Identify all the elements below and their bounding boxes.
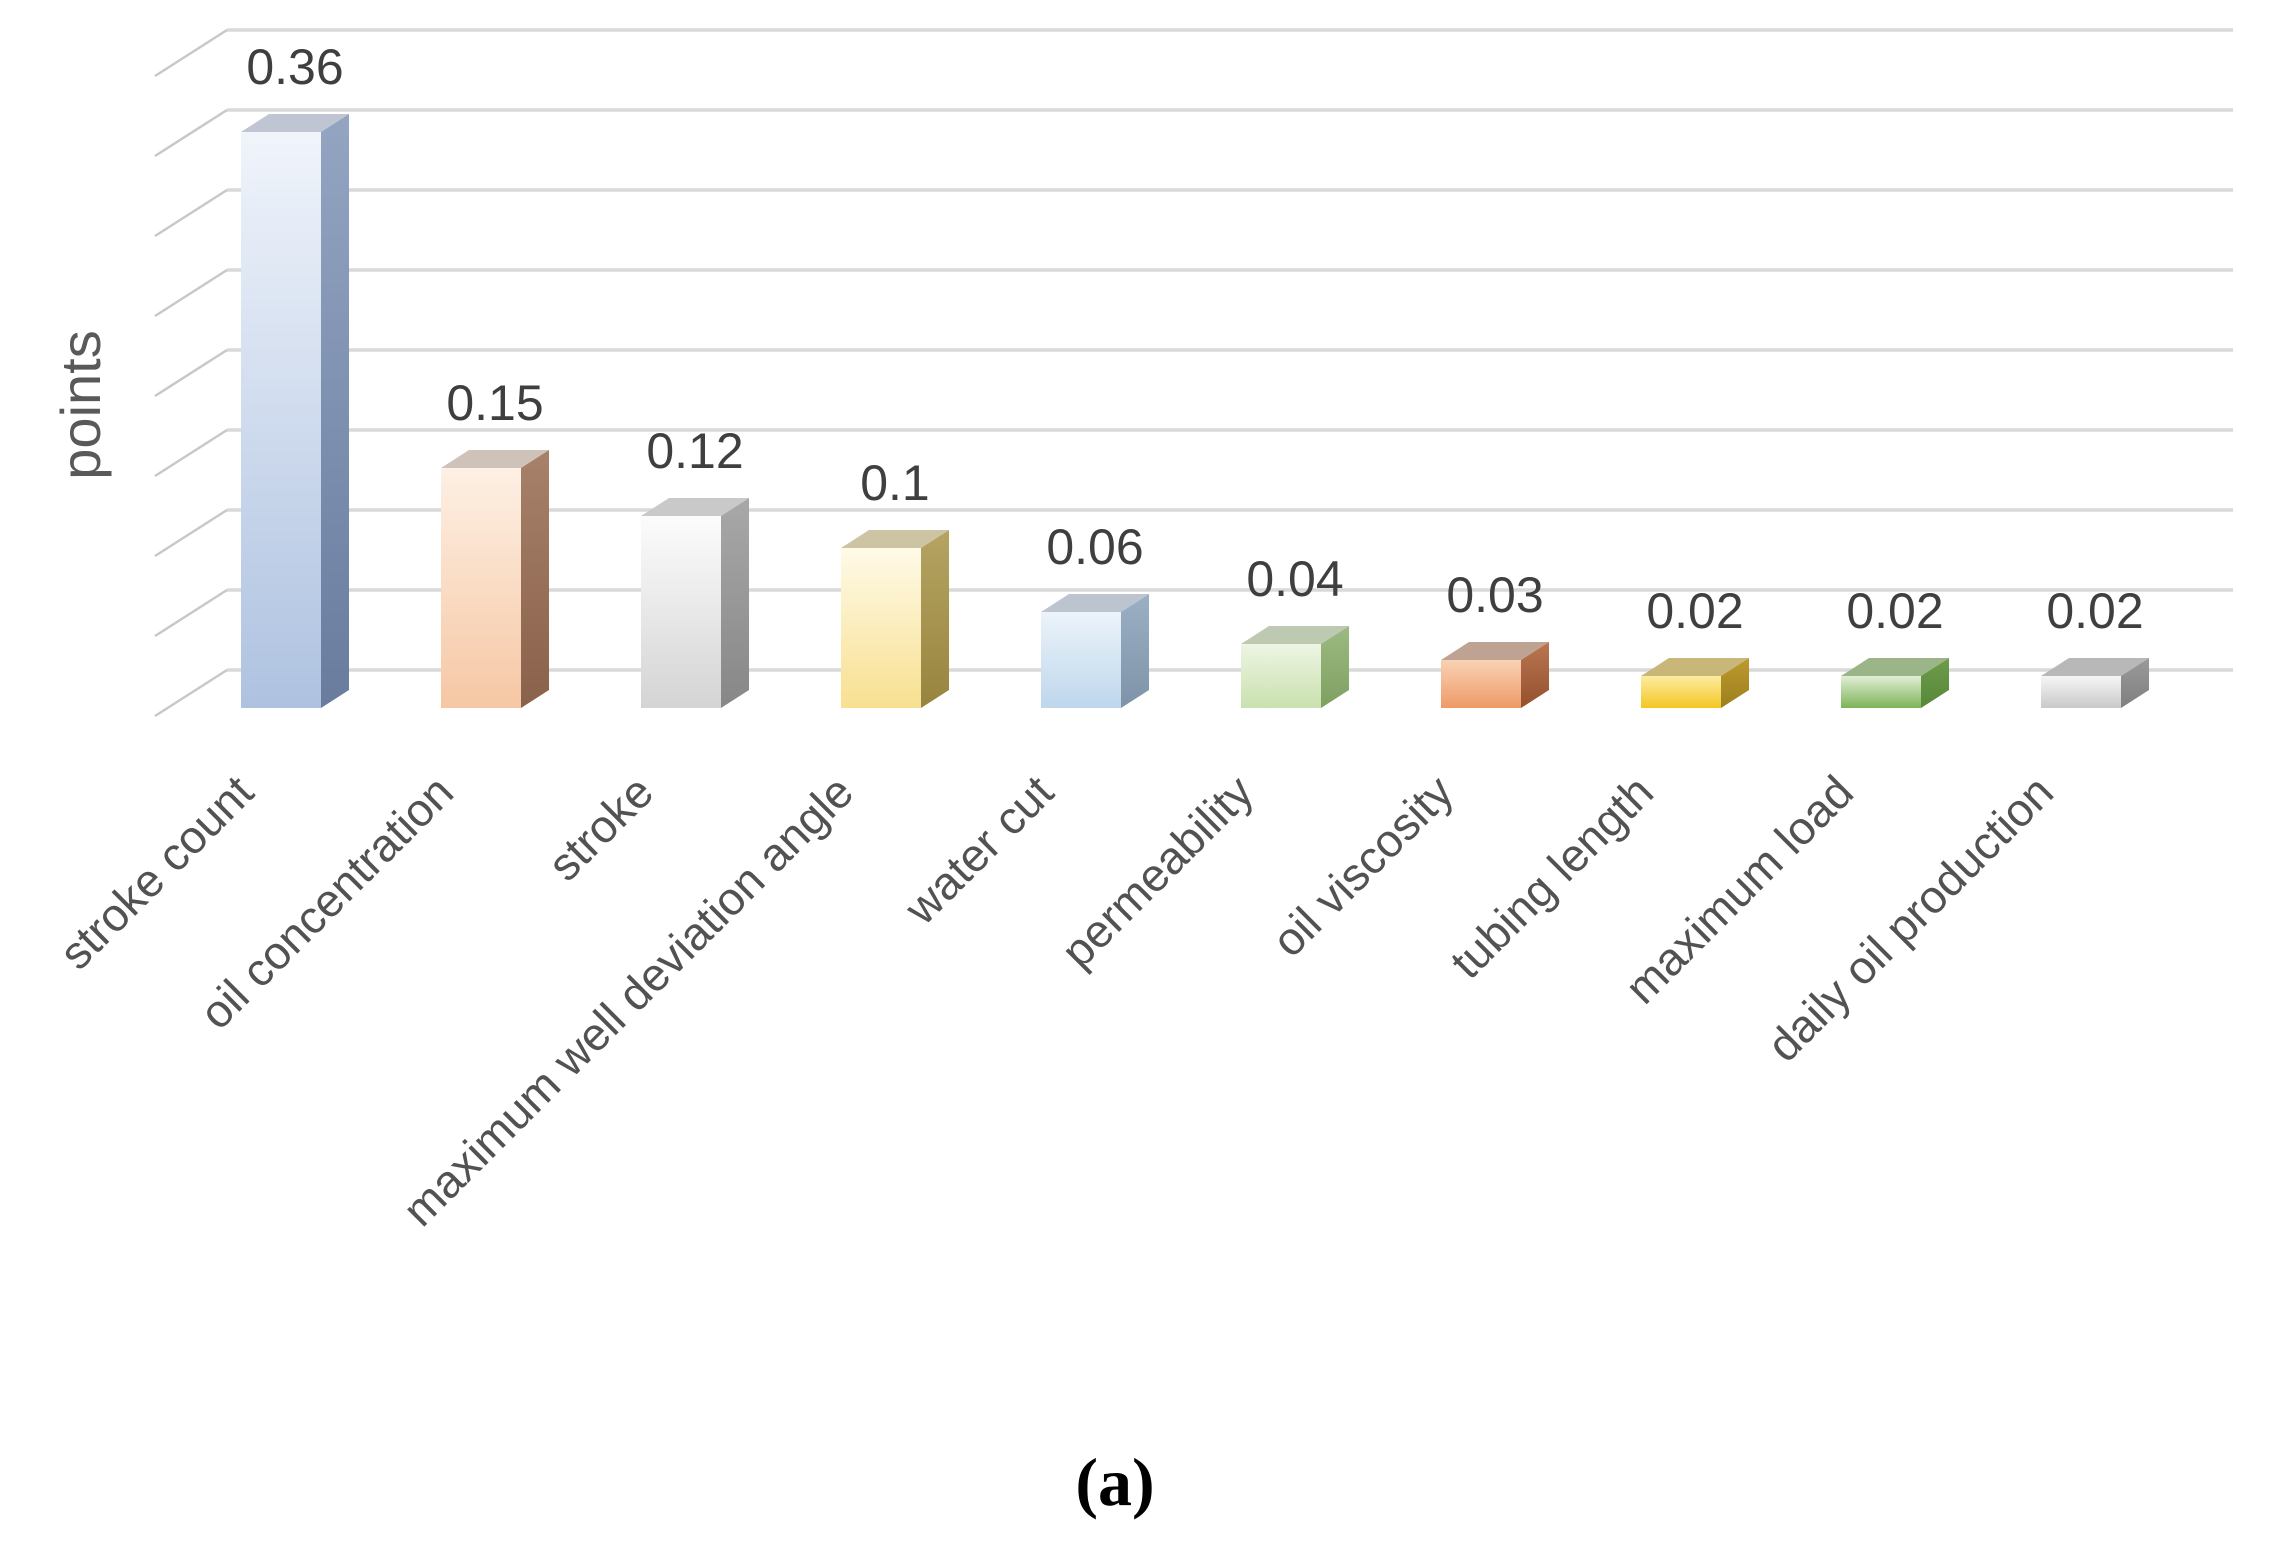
category-label-oil-viscosity: oil viscosity: [1262, 765, 1463, 966]
value-labels: 0.36 0.15 0.12 0.1 0.06 0.04 0.03 0.02 0.02 0.02: [246, 39, 2143, 639]
bar-maximum-load: [1841, 658, 1949, 708]
category-label-permeability: permeability: [1051, 765, 1263, 977]
bar-front-face: [1241, 644, 1321, 708]
value-label-permeability: 0.04: [1246, 551, 1343, 607]
bar-front-face: [1041, 612, 1121, 708]
value-label-water-cut: 0.06: [1046, 519, 1143, 575]
bar-front-face: [841, 548, 921, 708]
bar-front-face: [441, 468, 521, 708]
gridlines: [154, 28, 2233, 718]
bar-stroke: [641, 498, 749, 708]
bar-tubing-length: [1641, 658, 1749, 708]
bar-top-face: [641, 498, 749, 516]
bar-top-face: [1841, 658, 1949, 676]
bar-oil-viscosity: [1441, 642, 1549, 708]
axis-tick: [154, 508, 228, 558]
value-label-tubing-length: 0.02: [1646, 583, 1743, 639]
bar-side-face: [1721, 658, 1749, 708]
axis-tick: [154, 268, 228, 318]
value-label-daily-oil-production: 0.02: [2046, 583, 2143, 639]
bar-daily-oil-production: [2041, 658, 2149, 708]
bar-top-face: [2041, 658, 2149, 676]
category-label-tubing-length: tubing length: [1440, 765, 1663, 988]
value-label-maximum-well-deviation-angle: 0.1: [860, 455, 930, 511]
bar-top-face: [241, 114, 349, 132]
axis-tick: [154, 668, 228, 718]
bar-front-face: [1641, 676, 1721, 708]
bar-top-face: [1041, 594, 1149, 612]
axis-tick: [154, 188, 228, 238]
bar-oil-concentration: [441, 450, 549, 708]
bar-side-face: [721, 498, 749, 708]
axis-tick: [154, 108, 228, 158]
bar-top-face: [1641, 658, 1749, 676]
bars: [241, 114, 2149, 708]
axis-tick: [154, 428, 228, 478]
value-label-maximum-load: 0.02: [1846, 583, 1943, 639]
bar-top-face: [1441, 642, 1549, 660]
bar-top-face: [441, 450, 549, 468]
figure-caption: (a): [1075, 1444, 1154, 1520]
value-label-stroke: 0.12: [646, 423, 743, 479]
category-label-stroke-count: stroke count: [49, 765, 263, 979]
bar-side-face: [1121, 594, 1149, 708]
y-axis-title: points: [49, 330, 112, 479]
bar-front-face: [1441, 660, 1521, 708]
axis-tick: [154, 588, 228, 638]
bar-top-face: [1241, 626, 1349, 644]
bar-side-face: [1521, 642, 1549, 708]
bar-stroke-count: [241, 114, 349, 708]
bar-side-face: [1921, 658, 1949, 708]
bar-side-face: [521, 450, 549, 708]
bar-top-face: [841, 530, 949, 548]
bar-permeability: [1241, 626, 1349, 708]
category-label-stroke: stroke: [538, 765, 663, 890]
bar-side-face: [1321, 626, 1349, 708]
value-label-stroke-count: 0.36: [246, 39, 343, 95]
axis-tick: [154, 348, 228, 398]
bar-front-face: [641, 516, 721, 708]
value-label-oil-viscosity: 0.03: [1446, 567, 1543, 623]
bar-side-face: [321, 114, 349, 708]
bar-water-cut: [1041, 594, 1149, 708]
bar-side-face: [2121, 658, 2149, 708]
axis-tick: [154, 28, 228, 78]
bar-maximum-well-deviation-angle: [841, 530, 949, 708]
category-label-water-cut: water cut: [894, 765, 1064, 935]
bar-side-face: [921, 530, 949, 708]
value-label-oil-concentration: 0.15: [446, 375, 543, 431]
bar-front-face: [241, 132, 321, 708]
bar-front-face: [2041, 676, 2121, 708]
bar-front-face: [1841, 676, 1921, 708]
